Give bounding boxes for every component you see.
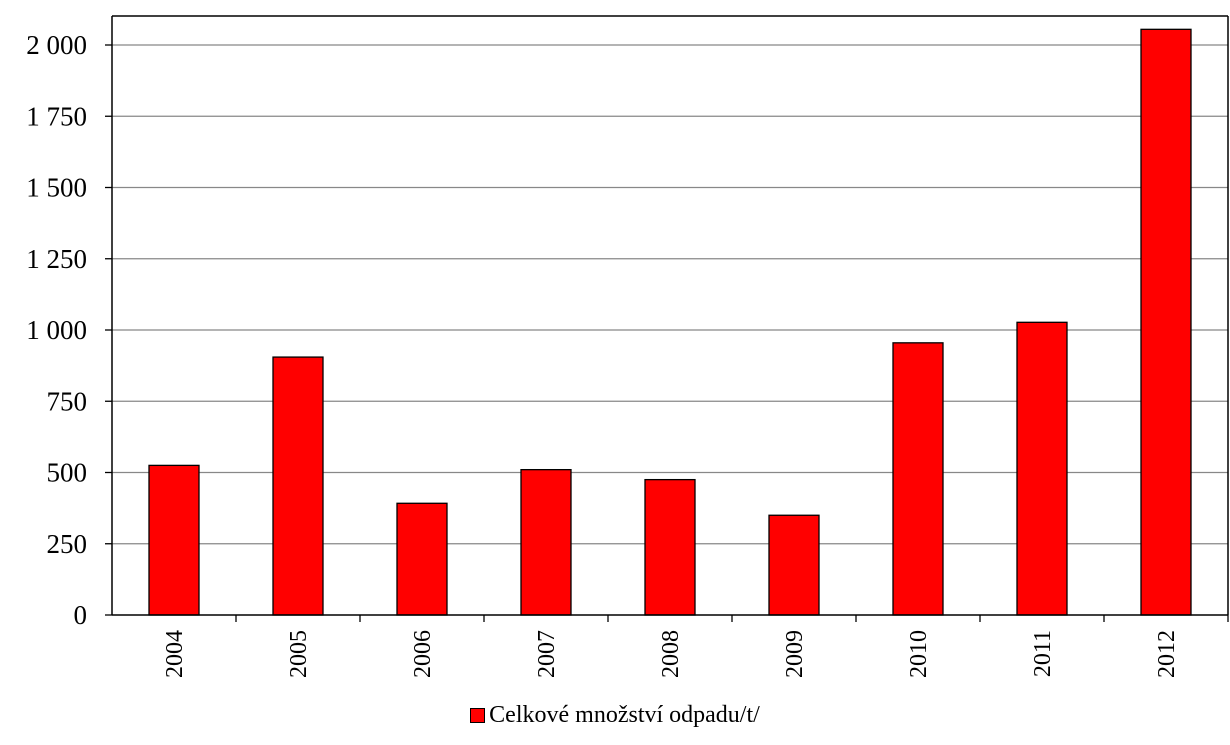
bars <box>148 28 1192 616</box>
bar-2010 <box>892 342 944 616</box>
y-tick-label: 1 500 <box>26 173 87 203</box>
x-tick-label-2007: 2007 <box>534 630 560 678</box>
y-tick-label: 250 <box>47 529 88 559</box>
bar-2011 <box>1016 321 1068 616</box>
x-tick-label-2006: 2006 <box>410 630 436 678</box>
bar-2012 <box>1140 28 1192 616</box>
bar-2005 <box>272 356 324 616</box>
x-tick-label-2004: 2004 <box>162 630 188 678</box>
y-tick-label: 1 000 <box>26 315 87 345</box>
legend-swatch <box>470 708 486 723</box>
y-tick-label: 1 250 <box>26 244 87 274</box>
bar-2008 <box>644 478 696 616</box>
bar-2006 <box>396 502 448 616</box>
bar-2009 <box>768 514 820 616</box>
x-tick-label-2009: 2009 <box>782 630 808 678</box>
y-tick-label: 0 <box>74 600 88 630</box>
y-tick-label: 500 <box>47 458 88 488</box>
y-tick-label: 2 000 <box>26 30 87 60</box>
x-tick-label-2005: 2005 <box>286 630 312 678</box>
bar-2004 <box>148 464 200 616</box>
y-tick-labels: 0 250 500 750 1 000 1 250 1 500 1 750 2 000 <box>26 30 87 630</box>
x-tick-label-2008: 2008 <box>658 630 684 678</box>
x-tick-label-2012: 2012 <box>1154 630 1180 678</box>
bar-2007 <box>520 468 572 616</box>
x-tick-labels: 2004 2005 2006 2007 2008 2009 2010 2011 2012 <box>162 630 1180 678</box>
x-tick-label-2011: 2011 <box>1030 630 1056 677</box>
legend-label: Celkové množství odpadu/t/ <box>489 702 760 728</box>
legend: Celkové množství odpadu/t/ <box>0 702 1230 729</box>
x-tick-label-2010: 2010 <box>906 630 932 678</box>
y-tick-label: 1 750 <box>26 101 87 131</box>
axes <box>105 15 1229 622</box>
y-tick-label: 750 <box>47 386 88 416</box>
